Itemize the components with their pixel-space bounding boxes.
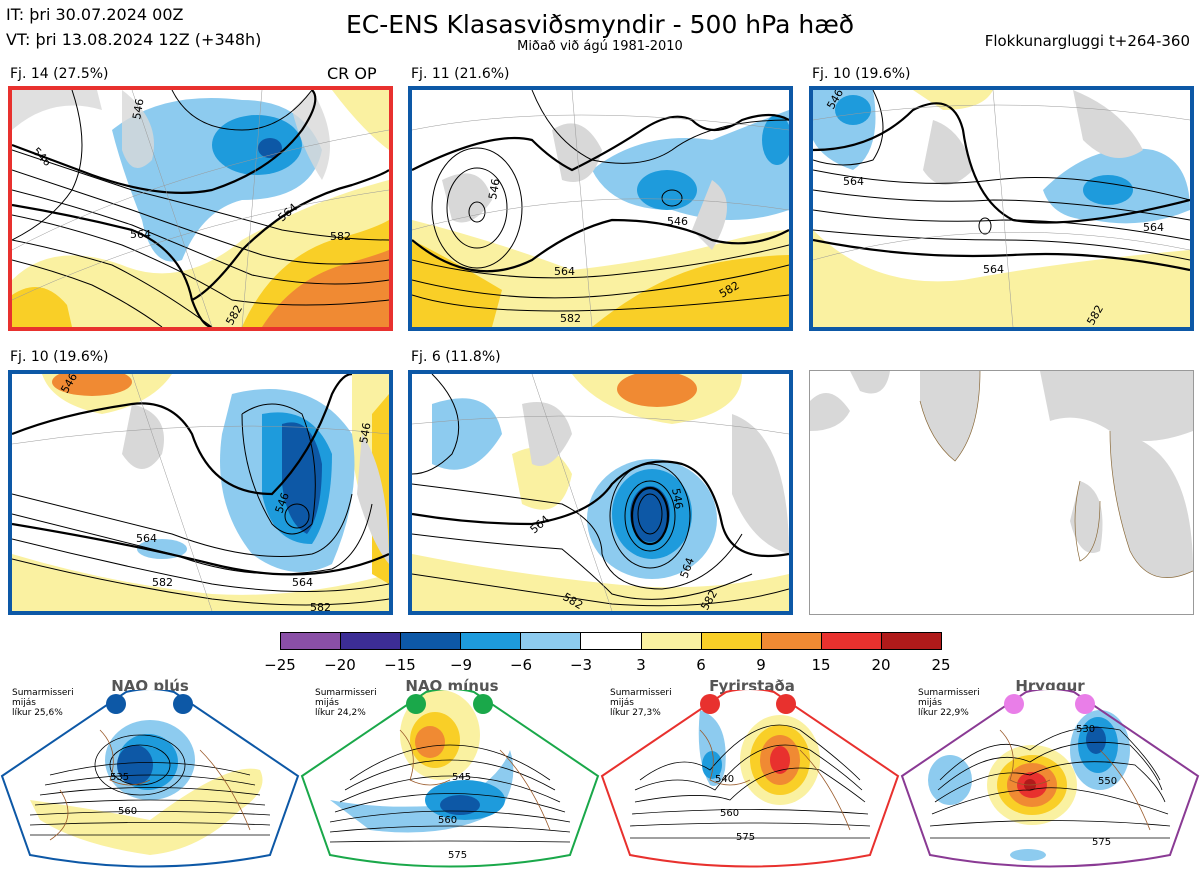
regime-4-map: 530 550 575 <box>900 690 1200 868</box>
panel-5-contour-label: 546 <box>669 487 685 510</box>
regime-3-map: 540 560 575 <box>600 690 900 868</box>
page-title: EC-ENS Klasasviðsmyndir - 500 hPa hæð <box>345 10 855 39</box>
regime-1-contour-label: 535 <box>110 772 129 783</box>
color-swatch <box>881 633 942 649</box>
panel-2-contour-label: 564 <box>554 265 575 278</box>
color-swatch <box>761 633 822 649</box>
regime-3-contour-label: 560 <box>720 808 739 819</box>
color-swatch <box>401 633 462 649</box>
panel-1-contour-label: 546 <box>130 98 146 121</box>
colorbar-tick: 25 <box>931 656 951 674</box>
page-subtitle: Miðað við ágú 1981-2010 <box>517 39 683 54</box>
regime-4-marker <box>1004 694 1024 714</box>
regime-2-contour-label: 560 <box>438 815 457 826</box>
color-swatch <box>821 633 882 649</box>
color-swatch <box>341 633 402 649</box>
colorbar-tick: −15 <box>384 656 416 674</box>
color-swatch <box>281 633 342 649</box>
valid-time: VT: þri 13.08.2024 12Z (+348h) <box>6 30 262 49</box>
panel-4-contour-label: 564 <box>136 532 157 545</box>
regime-4-contour-label: 530 <box>1076 724 1095 735</box>
colorbar-tick: −3 <box>569 656 593 674</box>
cluster-map-4: 564 564 582 582 546 546 546 <box>8 370 393 615</box>
regime-1-marker <box>106 694 126 714</box>
panel-4-contour-label: 564 <box>292 576 313 589</box>
color-scale-bar <box>280 632 942 650</box>
colorbar-tick: 9 <box>756 656 766 674</box>
panel-4-contour-label: 582 <box>152 576 173 589</box>
panel-4-contour-label: 582 <box>310 601 331 611</box>
cluster-map-5: 564 546 582 564 582 <box>408 370 793 615</box>
color-swatch <box>701 633 762 649</box>
color-swatch <box>581 633 642 649</box>
colorbar-tick: −20 <box>324 656 356 674</box>
panel-1-tag: CR OP <box>327 64 377 83</box>
regime-1-marker <box>173 694 193 714</box>
regime-3-info: Sumarmisseri mijás líkur 27,3% <box>610 688 672 718</box>
initial-time: IT: þri 30.07.2024 00Z <box>6 5 184 24</box>
color-swatch <box>461 633 522 649</box>
colorbar-tick: 15 <box>811 656 831 674</box>
regime-2-info: Sumarmisseri mijás líkur 24,2% <box>315 688 377 718</box>
regime-1-contour-label: 560 <box>118 806 137 817</box>
panel-3-label: Fj. 10 (19.6%) <box>812 66 911 82</box>
regime-2-contour-label: 545 <box>452 772 471 783</box>
colorbar-tick: 6 <box>696 656 706 674</box>
classification-window: Flokkunargluggi t+264-360 <box>984 32 1190 50</box>
empty-reference-map <box>809 370 1194 615</box>
cluster-map-3: 564 546 564 564 582 <box>809 86 1194 331</box>
regime-3-contour-label: 540 <box>715 774 734 785</box>
panel-2-contour-label: 546 <box>486 178 502 201</box>
colorbar-tick: 3 <box>636 656 646 674</box>
regime-1-map: 535 560 <box>0 690 300 868</box>
colorbar-tick: −6 <box>509 656 533 674</box>
regime-3-marker <box>700 694 720 714</box>
regime-4-info: Sumarmisseri mijás líkur 22,9% <box>918 688 980 718</box>
regime-4-contour-label: 575 <box>1092 837 1111 848</box>
panel-1-contour-label: 564 <box>130 228 151 241</box>
panel-2-contour-label: 546 <box>667 215 688 228</box>
regime-4-contour-label: 550 <box>1098 776 1117 787</box>
cluster-map-1: 564 582 564 582 546 546 <box>8 86 393 331</box>
panel-2-label: Fj. 11 (21.6%) <box>411 66 510 82</box>
panel-5-label: Fj. 6 (11.8%) <box>411 349 501 365</box>
panel-4-label: Fj. 10 (19.6%) <box>10 349 109 365</box>
colorbar-tick: −9 <box>449 656 473 674</box>
regime-3-contour-label: 575 <box>736 832 755 843</box>
panel-3-contour-label: 564 <box>843 175 864 188</box>
colorbar-tick: −25 <box>264 656 296 674</box>
regime-2-contour-label: 575 <box>448 850 467 861</box>
panel-1-label: Fj. 14 (27.5%) <box>10 66 109 82</box>
regime-2-marker <box>406 694 426 714</box>
regime-2-map: 545 560 575 <box>300 690 600 868</box>
panel-4-contour-label: 546 <box>357 422 373 445</box>
regime-1-info: Sumarmisseri mijás líkur 25,6% <box>12 688 74 718</box>
panel-1-contour-label: 582 <box>330 230 351 243</box>
color-swatch <box>641 633 702 649</box>
cluster-map-2: 546 564 582 546 582 <box>408 86 793 331</box>
color-swatch <box>521 633 582 649</box>
regime-2-marker <box>473 694 493 714</box>
regime-3-marker <box>776 694 796 714</box>
panel-3-contour-label: 564 <box>1143 221 1164 234</box>
colorbar-tick: 20 <box>871 656 891 674</box>
panel-2-contour-label: 582 <box>560 312 581 325</box>
panel-3-contour-label: 564 <box>983 263 1004 276</box>
regime-4-marker <box>1075 694 1095 714</box>
